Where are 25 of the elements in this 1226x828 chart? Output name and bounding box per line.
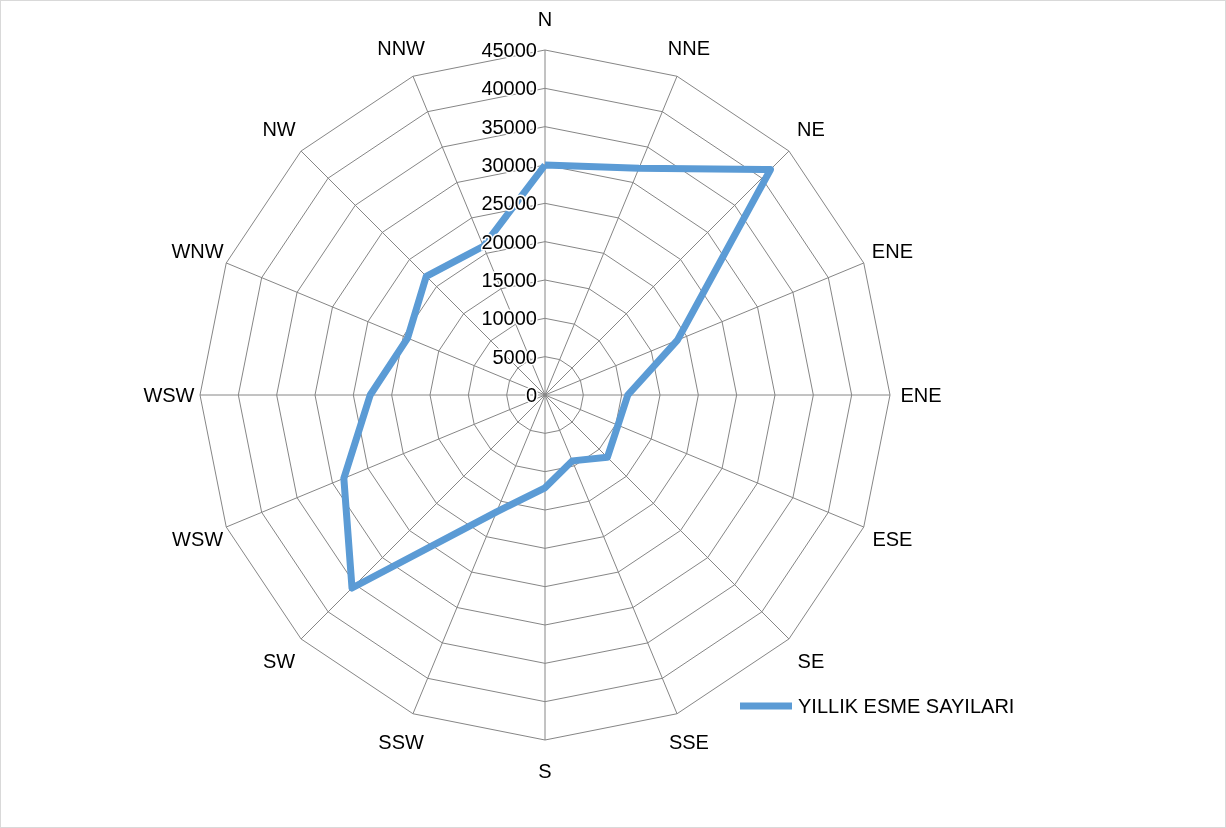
spoke-label: NE <box>797 118 825 141</box>
spoke-label: S <box>538 760 552 783</box>
spoke-label: NNW <box>377 36 426 59</box>
y-tick-label: 30000 <box>481 154 537 176</box>
y-tick-label: 0 <box>525 384 537 406</box>
y-tick-label: 10000 <box>481 307 537 330</box>
spoke-label: WNW <box>171 240 224 263</box>
legend-label: YILLIK ESME SAYILARI <box>798 695 1015 717</box>
y-tick-label: 15000 <box>481 269 537 291</box>
y-tick-label: 35000 <box>481 115 537 138</box>
spoke-label: ENE <box>900 384 942 406</box>
spoke-label: NW <box>262 118 296 141</box>
y-tick-label: 40000 <box>481 77 537 100</box>
spoke-label: ESE <box>872 527 913 550</box>
spoke-label: SSW <box>378 731 424 754</box>
spoke-label: WSW <box>143 384 195 406</box>
spoke-label: SW <box>262 649 296 672</box>
y-tick-label: 5000 <box>492 345 537 368</box>
spoke-label: WSW <box>172 527 224 550</box>
spoke-label: SSE <box>668 731 709 754</box>
y-tick-label: 45000 <box>481 39 537 61</box>
spoke-label: NNE <box>667 36 711 59</box>
spoke-label: SE <box>797 649 825 672</box>
spoke-label: N <box>537 7 553 30</box>
spoke-label: ENE <box>871 240 913 263</box>
